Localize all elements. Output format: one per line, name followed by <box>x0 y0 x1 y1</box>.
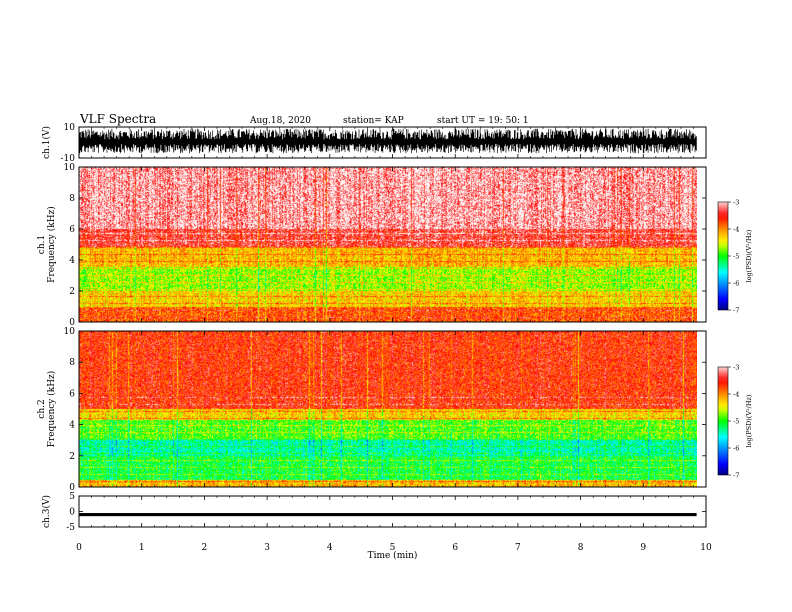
ch1-spec-ytick-label: 8 <box>69 194 75 204</box>
ch1-spec-ytick-label: 2 <box>69 287 75 297</box>
colorbar-ch1-tick-label: -3 <box>733 199 739 207</box>
date-label: Aug.18, 2020 <box>249 116 311 126</box>
station-label: station= KAP <box>343 116 404 126</box>
ch1-ytick-label: 10 <box>64 123 76 133</box>
ch2-spec-ytick-label: 10 <box>64 327 76 337</box>
ch2-spec-ylabel: ch.2 <box>37 399 47 418</box>
colorbar-ch1-tick-label: -5 <box>733 253 739 261</box>
ch3-ytick-label: 5 <box>69 492 75 502</box>
start-ut-label: start UT = 19: 50: 1 <box>437 116 529 126</box>
ch2-spec-ytick-label: 6 <box>69 389 75 399</box>
x-axis-label: Time (min) <box>368 550 418 561</box>
colorbar-ch2-bar <box>717 366 729 476</box>
ch1-spec-ytick-label: 6 <box>69 225 75 235</box>
colorbar-ch2-label: log(PSD)(V²/Hz) <box>745 394 753 447</box>
ch1-spec-ytick-label: 4 <box>69 256 75 266</box>
ch2-spec-ytick-label: 8 <box>69 358 75 368</box>
ch2-spec-ytick-label: 2 <box>69 452 75 462</box>
ch2-spec-ytick-label: 0 <box>69 483 75 493</box>
colorbar-ch1-label: log(PSD)(V²/Hz) <box>745 229 753 282</box>
colorbar-ch2-tick-label: -3 <box>733 364 739 372</box>
x-tick-label: 6 <box>452 543 458 553</box>
colorbar-ch2-tick-label: -7 <box>733 472 739 480</box>
ch1-spec-ytick-label: 10 <box>64 163 76 173</box>
ch3-waveform-trace <box>79 513 697 517</box>
ch1-spec-ylabel: Frequency (kHz) <box>46 206 57 283</box>
time-axis: 0 1 2 3 4 5 6 7 8 9 10 Time (min) <box>76 543 712 561</box>
ch1-ytick-label: -10 <box>61 154 76 164</box>
colorbar-ch2-tick-label: -4 <box>733 391 739 399</box>
x-tick-label: 4 <box>327 543 333 553</box>
ch3-ytick-label: -5 <box>66 523 75 533</box>
colorbar-ch1-bar <box>717 201 729 311</box>
waveform-ch3-panel: 5 0 -5 ch.3(V) <box>41 492 707 533</box>
ch1-spec-heatmap <box>79 167 697 322</box>
colorbar-ch1: -3 -4 -5 -6 -7 log(PSD)(V²/Hz) <box>717 199 753 315</box>
colorbar-ch1-tick-label: -4 <box>733 226 739 234</box>
x-tick-label: 9 <box>640 543 646 553</box>
colorbar-ch2-tick-label: -5 <box>733 418 739 426</box>
ch3-ytick-label: 0 <box>69 508 75 518</box>
ch2-spec-ytick-label: 4 <box>69 421 75 431</box>
ch1-spec-ylabel: ch.1 <box>37 235 47 254</box>
spectrogram-ch1-panel: 0 2 4 6 8 10 ch.1 Frequency (kHz) <box>37 163 707 328</box>
x-tick-label: 1 <box>139 543 145 553</box>
ch1-spec-ytick-label: 0 <box>69 318 75 328</box>
colorbar-ch2-tick-label: -6 <box>733 445 739 453</box>
ch1-ylabel: ch.1(V) <box>41 126 52 159</box>
x-tick-label: 8 <box>578 543 584 553</box>
ch2-spec-ylabel: Frequency (kHz) <box>46 371 57 448</box>
ch1-waveform-trace <box>78 128 697 154</box>
spectrogram-ch2-panel: 0 2 4 6 8 10 ch.2 Frequency (kHz) <box>37 327 707 493</box>
x-tick-label: 5 <box>390 543 396 553</box>
x-tick-label: 7 <box>515 543 521 553</box>
waveform-ch1-panel: 10 -10 ch.1(V) <box>41 123 707 164</box>
x-tick-label: 0 <box>76 543 82 553</box>
colorbar-ch1-tick-label: -6 <box>733 280 739 288</box>
x-tick-label: 2 <box>202 543 208 553</box>
ch3-wave-frame <box>78 495 707 528</box>
colorbar-ch1-tick-label: -7 <box>733 307 739 315</box>
colorbar-ch2: -3 -4 -5 -6 -7 log(PSD)(V²/Hz) <box>717 364 753 480</box>
x-tick-label: 3 <box>264 543 270 553</box>
ch3-ylabel: ch.3(V) <box>41 495 52 528</box>
x-tick-label: 10 <box>700 543 712 553</box>
ch2-spec-heatmap <box>79 331 697 487</box>
figure-title: VLF Spectra <box>79 112 156 126</box>
